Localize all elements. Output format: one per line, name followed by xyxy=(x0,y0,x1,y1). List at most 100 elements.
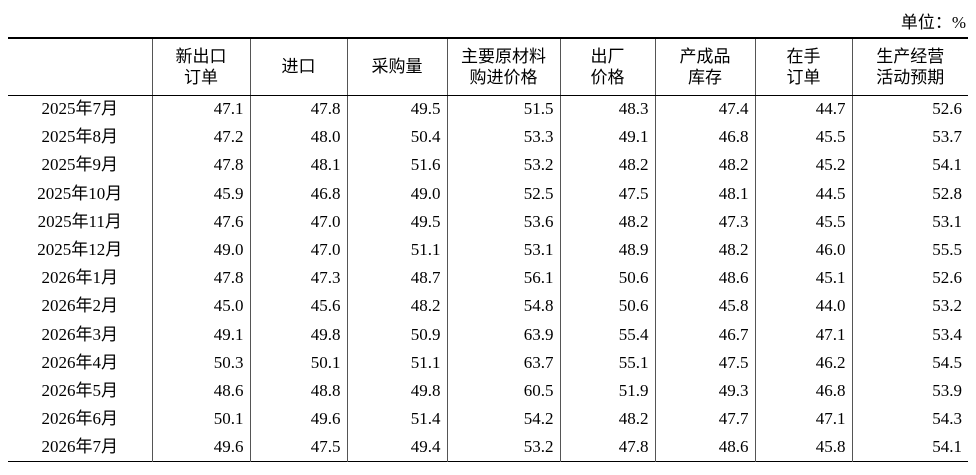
value-cell: 47.1 xyxy=(754,405,852,434)
value-cell: 53.1 xyxy=(446,235,560,265)
value-cell: 47.0 xyxy=(249,235,347,265)
header-cell: 在手 订单 xyxy=(754,38,852,96)
value-cell: 45.2 xyxy=(754,151,852,180)
value-cell: 49.0 xyxy=(346,179,447,208)
row-label: 2026年1月 xyxy=(41,268,119,288)
row-label: 2025年11月 xyxy=(37,211,122,231)
value-cell: 48.9 xyxy=(559,235,655,265)
value-cell: 49.1 xyxy=(151,320,250,349)
value-cell: 46.8 xyxy=(249,179,347,208)
value-cell: 48.3 xyxy=(559,95,655,124)
header-text: 活动预期 xyxy=(876,67,945,87)
value-cell: 48.2 xyxy=(654,151,755,180)
table-row: 2026年2月 45.0 45.6 48.2 54.8 50.6 45.8 44.0 53.2 xyxy=(8,292,968,321)
value-cell: 47.5 xyxy=(654,348,755,377)
value-cell: 54.3 xyxy=(851,405,968,434)
header-cell: 生产经营 活动预期 xyxy=(851,38,968,96)
value-cell: 54.1 xyxy=(851,151,968,180)
value-cell: 48.2 xyxy=(559,151,655,180)
unit-label: 单位：% xyxy=(900,13,966,32)
header-cell: 进口 xyxy=(249,38,347,96)
value-cell: 49.5 xyxy=(346,207,447,236)
value-cell: 50.9 xyxy=(346,320,447,349)
value-cell: 50.3 xyxy=(151,348,250,377)
value-cell: 44.7 xyxy=(754,95,852,124)
value-cell: 45.5 xyxy=(754,123,852,152)
value-cell: 48.1 xyxy=(654,179,755,208)
row-label: 2026年6月 xyxy=(41,409,119,429)
header-cell xyxy=(8,38,152,96)
row-label: 2025年9月 xyxy=(41,155,119,175)
table-row: 2026年4月 50.3 50.1 51.1 63.7 55.1 47.5 46.2 54.5 xyxy=(8,348,968,377)
value-cell: 53.9 xyxy=(851,376,968,406)
value-cell: 51.5 xyxy=(446,95,560,124)
value-cell: 47.8 xyxy=(249,95,347,124)
header-row: 新出口 订单 进口 采购量 主要原材料 购进价格 出厂 价格 产成品 库存 在手 订单 生产经营 活动预期 xyxy=(8,38,968,96)
value-cell: 53.3 xyxy=(446,123,560,152)
value-cell: 48.2 xyxy=(559,405,655,434)
value-cell: 49.0 xyxy=(151,235,250,265)
value-cell: 47.5 xyxy=(559,179,655,208)
table-row: 2026年6月 50.1 49.6 51.4 54.2 48.2 47.7 47.1 54.3 xyxy=(8,405,968,434)
header-text: 在手 xyxy=(786,46,821,66)
value-cell: 45.8 xyxy=(754,433,852,462)
value-cell: 48.2 xyxy=(654,235,755,265)
header-cell: 产成品 库存 xyxy=(654,38,755,96)
value-cell: 47.8 xyxy=(151,264,250,293)
value-cell: 54.5 xyxy=(851,348,968,377)
table-row: 2025年10月 45.9 46.8 49.0 52.5 47.5 48.1 44.5 52.8 xyxy=(8,179,968,208)
header-text: 订单 xyxy=(184,67,218,87)
value-cell: 63.7 xyxy=(446,348,560,377)
table-row: 2026年5月 48.6 48.8 49.8 60.5 51.9 49.3 46.8 53.9 xyxy=(8,376,968,406)
value-cell: 48.1 xyxy=(249,151,347,180)
value-cell: 53.4 xyxy=(851,320,968,349)
value-cell: 46.2 xyxy=(754,348,852,377)
value-cell: 48.6 xyxy=(151,376,250,406)
value-cell: 49.4 xyxy=(346,433,447,462)
value-cell: 47.4 xyxy=(654,95,755,124)
row-label: 2026年2月 xyxy=(41,296,119,316)
table-body: 2025年7月 47.1 47.8 49.5 51.5 48.3 47.4 44.7 52.6 2… xyxy=(8,95,968,462)
header-text: 主要原材料 xyxy=(461,46,546,66)
row-label: 2026年4月 xyxy=(41,352,119,372)
row-label: 2026年5月 xyxy=(41,380,119,400)
table-row: 2025年7月 47.1 47.8 49.5 51.5 48.3 47.4 44.7 52.6 xyxy=(8,95,968,124)
value-cell: 55.5 xyxy=(851,235,968,265)
value-cell: 45.9 xyxy=(151,179,250,208)
value-cell: 52.8 xyxy=(851,179,968,208)
value-cell: 53.7 xyxy=(851,123,968,152)
data-table: 新出口 订单 进口 采购量 主要原材料 购进价格 出厂 价格 产成品 库存 在手 订单 生产经营 活动预期… xyxy=(8,37,968,462)
value-cell: 55.1 xyxy=(559,348,655,377)
value-cell: 53.6 xyxy=(446,207,560,236)
row-label: 2025年7月 xyxy=(41,99,119,119)
header-cell: 新出口 订单 xyxy=(151,38,250,96)
value-cell: 47.8 xyxy=(151,151,250,180)
value-cell: 47.1 xyxy=(754,320,852,349)
value-cell: 49.8 xyxy=(346,376,447,406)
header-text: 库存 xyxy=(688,67,722,87)
value-cell: 54.2 xyxy=(446,405,560,434)
value-cell: 47.8 xyxy=(559,433,655,462)
value-cell: 52.6 xyxy=(851,264,968,293)
value-cell: 47.6 xyxy=(151,207,250,236)
value-cell: 49.8 xyxy=(249,320,347,349)
table-row: 2025年11月 47.6 47.0 49.5 53.6 48.2 47.3 45.5 53.1 xyxy=(8,207,968,236)
value-cell: 53.2 xyxy=(851,292,968,321)
table-row: 2025年9月 47.8 48.1 51.6 53.2 48.2 48.2 45.2 54.1 xyxy=(8,151,968,180)
header-text: 产成品 xyxy=(679,46,731,66)
value-cell: 56.1 xyxy=(446,264,560,293)
value-cell: 49.6 xyxy=(151,433,250,462)
value-cell: 46.7 xyxy=(654,320,755,349)
value-cell: 47.7 xyxy=(654,405,755,434)
value-cell: 63.9 xyxy=(446,320,560,349)
header-text: 新出口 xyxy=(175,46,227,66)
value-cell: 45.8 xyxy=(654,292,755,321)
value-cell: 53.1 xyxy=(851,207,968,236)
value-cell: 48.8 xyxy=(249,376,347,406)
table-row: 2025年8月 47.2 48.0 50.4 53.3 49.1 46.8 45.5 53.7 xyxy=(8,123,968,152)
value-cell: 51.6 xyxy=(346,151,447,180)
value-cell: 47.5 xyxy=(249,433,347,462)
value-cell: 48.2 xyxy=(559,207,655,236)
value-cell: 48.2 xyxy=(346,292,447,321)
